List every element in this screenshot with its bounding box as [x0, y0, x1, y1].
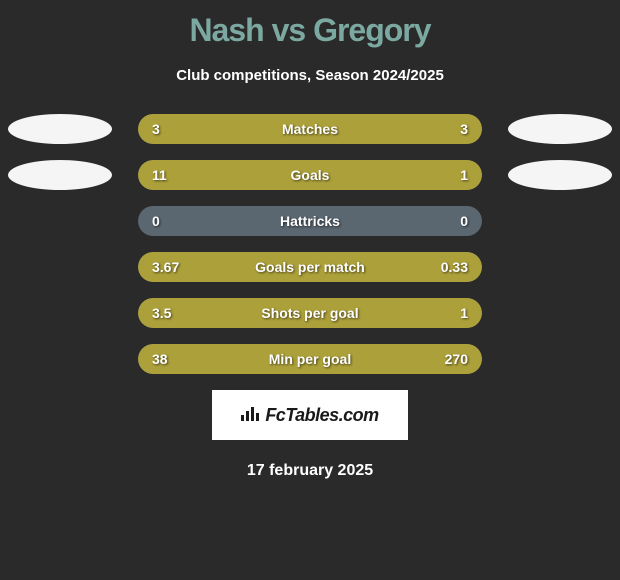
stat-row: 111Goals: [0, 160, 620, 190]
stat-bar: 111Goals: [138, 160, 482, 190]
stat-bar: 3.670.33Goals per match: [138, 252, 482, 282]
logo-text: FcTables.com: [265, 405, 378, 426]
logo-box: FcTables.com: [212, 390, 408, 440]
player-disc-right: [508, 160, 612, 190]
stat-bar: 00Hattricks: [138, 206, 482, 236]
stat-row: 3.51Shots per goal: [0, 298, 620, 328]
stat-label: Shots per goal: [138, 298, 482, 328]
subtitle: Club competitions, Season 2024/2025: [0, 67, 620, 84]
stat-row: 00Hattricks: [0, 206, 620, 236]
stat-label: Matches: [138, 114, 482, 144]
comparison-chart: 33Matches 111Goals 00Hattricks 3.670.33Goal…: [0, 114, 620, 374]
player-disc-left: [8, 160, 112, 190]
stat-bar: 3.51Shots per goal: [138, 298, 482, 328]
player-disc-left: [8, 114, 112, 144]
stat-label: Hattricks: [138, 206, 482, 236]
stat-label: Goals: [138, 160, 482, 190]
stat-label: Goals per match: [138, 252, 482, 282]
page-title: Nash vs Gregory: [0, 0, 620, 49]
stat-bar: 33Matches: [138, 114, 482, 144]
stat-label: Min per goal: [138, 344, 482, 374]
stat-row: 38270Min per goal: [0, 344, 620, 374]
date-text: 17 february 2025: [0, 462, 620, 480]
stat-row: 33Matches: [0, 114, 620, 144]
player-disc-right: [508, 114, 612, 144]
stat-row: 3.670.33Goals per match: [0, 252, 620, 282]
chart-icon: [241, 405, 261, 426]
stat-bar: 38270Min per goal: [138, 344, 482, 374]
